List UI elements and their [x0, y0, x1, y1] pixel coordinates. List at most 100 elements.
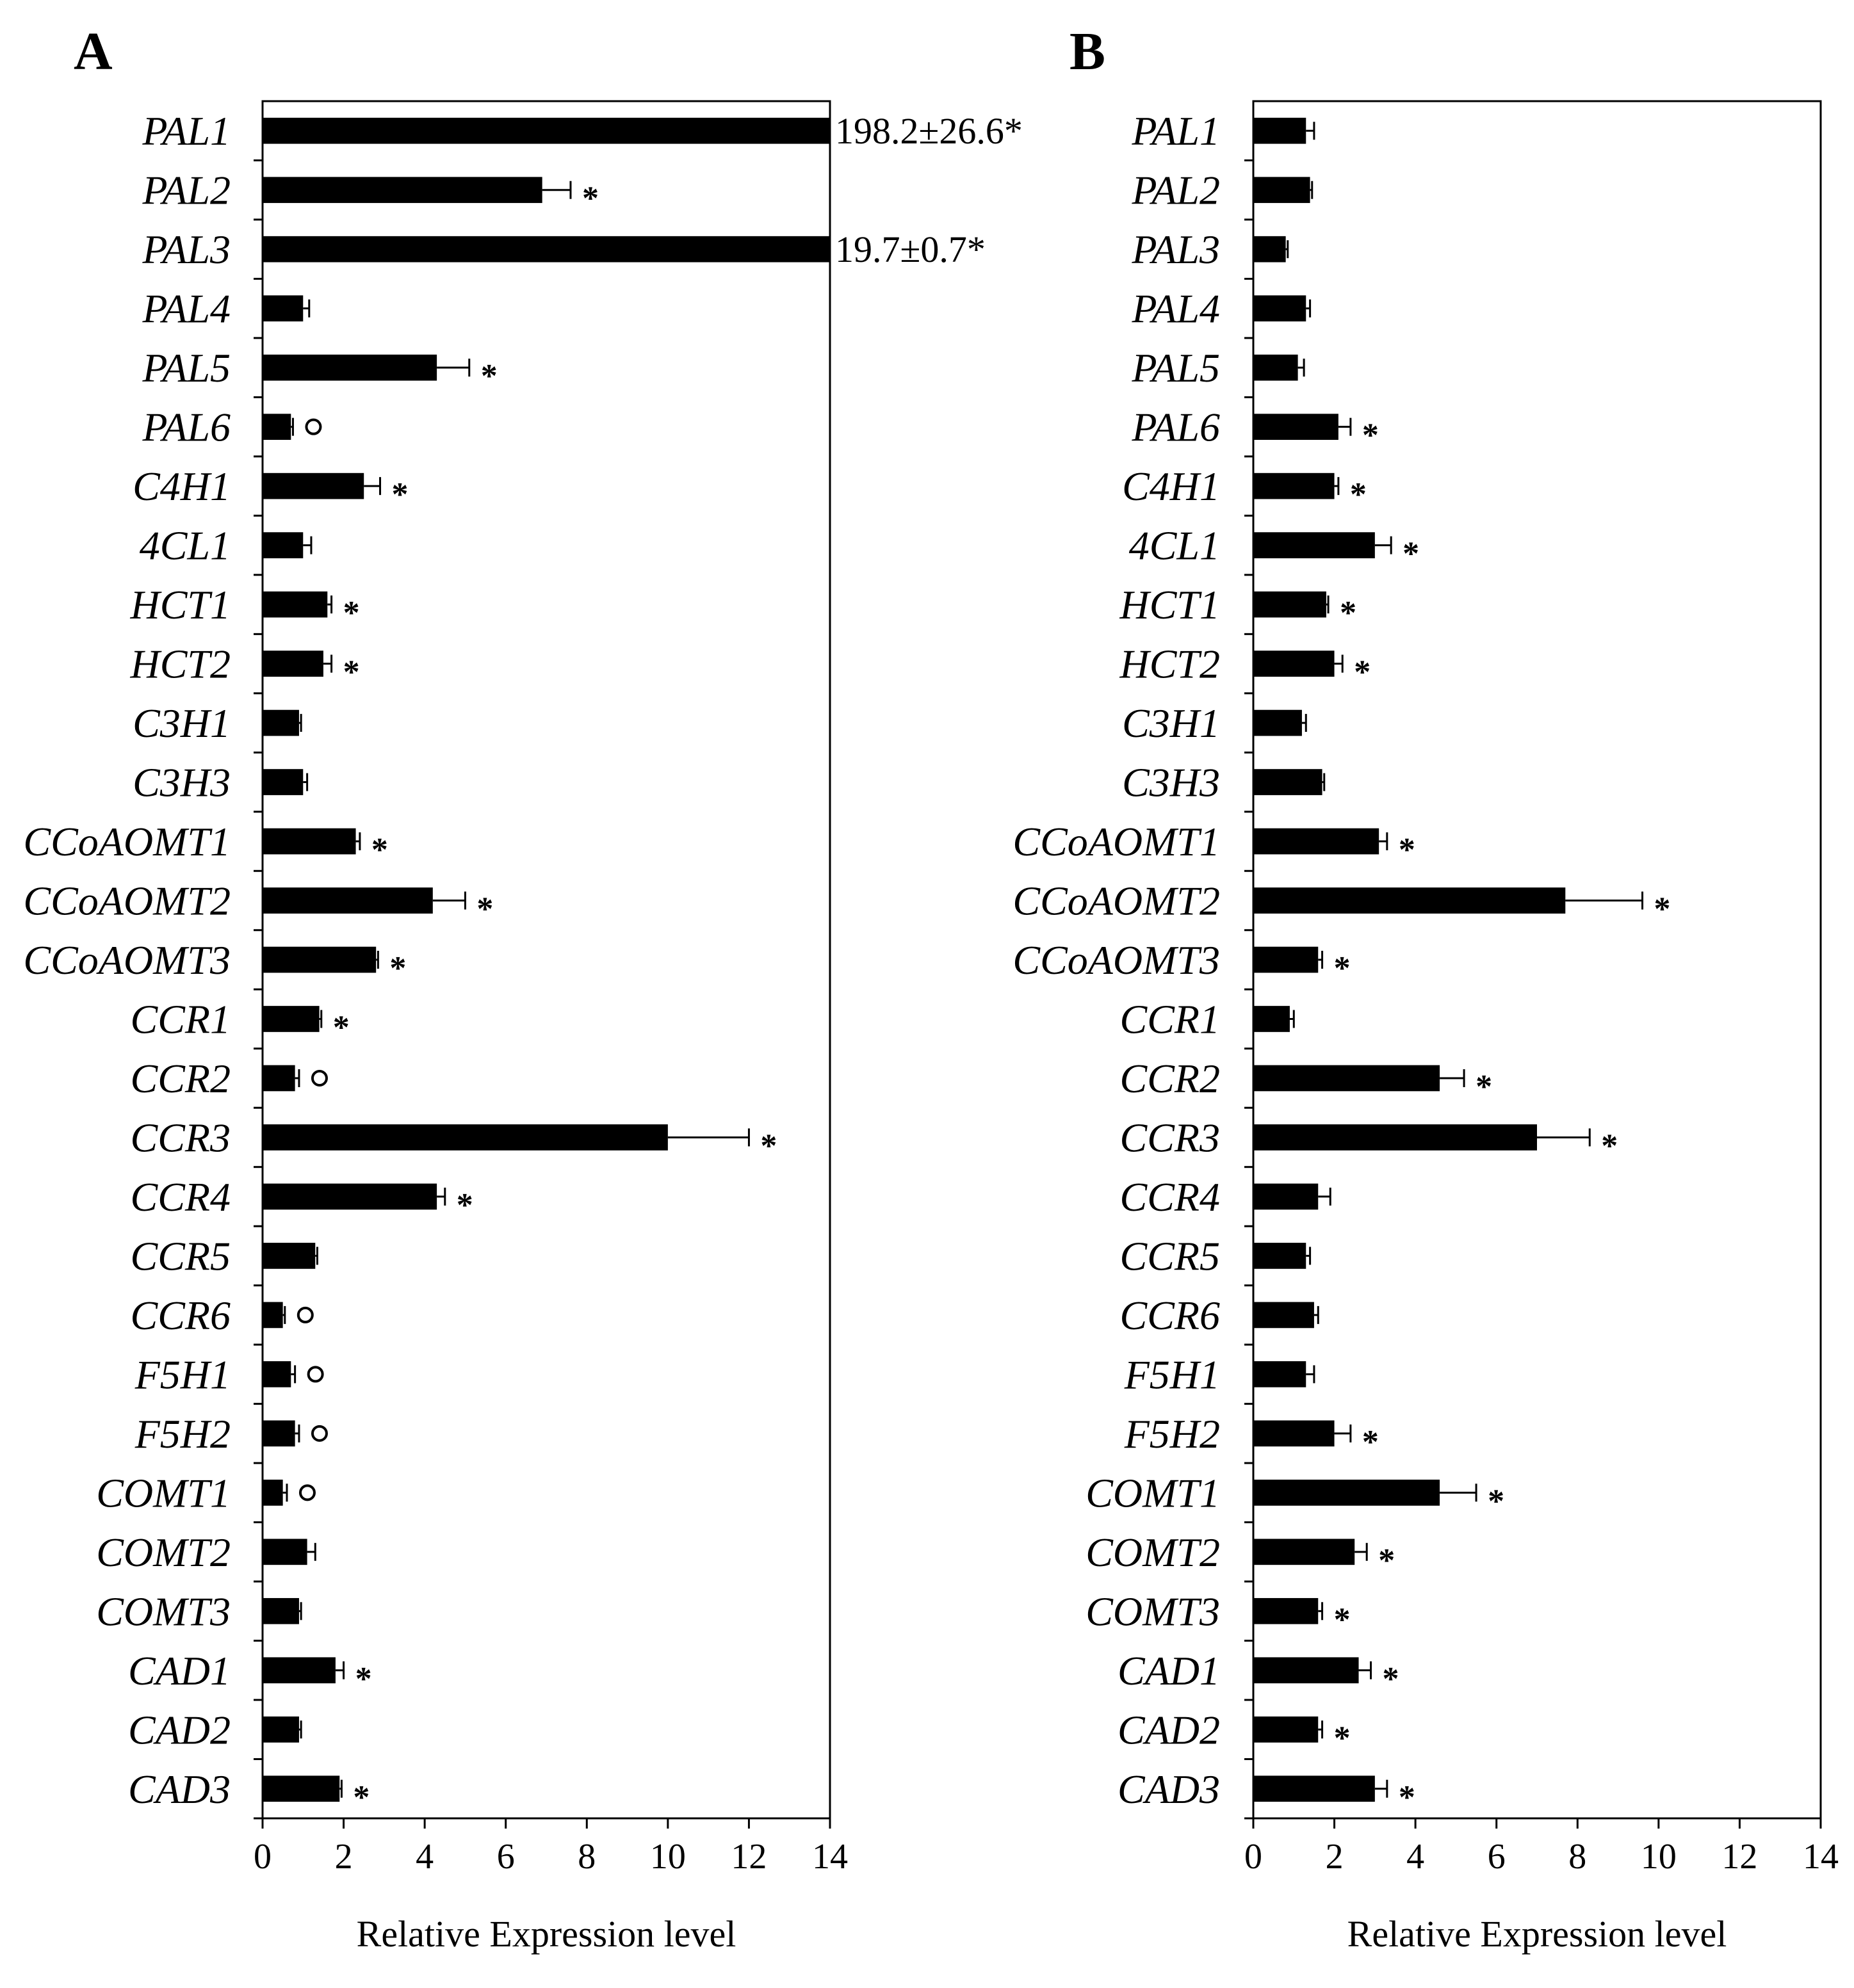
significance-marker: * [355, 1661, 372, 1697]
gene-label: HCT2 [130, 642, 231, 687]
bar [1253, 946, 1319, 973]
bar [1253, 1361, 1306, 1387]
bar [263, 769, 304, 795]
bar [263, 532, 304, 558]
gene-label: CAD3 [128, 1766, 231, 1812]
not-significant-marker [311, 1425, 328, 1442]
gene-label: HCT2 [1119, 642, 1221, 687]
x-tick-label: 14 [1803, 1837, 1839, 1877]
significance-marker: * [1350, 476, 1367, 513]
gene-label: PAL4 [142, 286, 231, 332]
gene-label: CCR4 [1120, 1174, 1220, 1220]
gene-label: COMT1 [1086, 1470, 1220, 1515]
value-label: 198.2±26.6* [835, 110, 1023, 152]
gene-label: CCR6 [131, 1293, 231, 1338]
bar [1253, 1065, 1440, 1092]
significance-marker: * [1399, 1779, 1415, 1816]
bar [1253, 1657, 1359, 1684]
gene-label: CCR5 [131, 1233, 231, 1279]
bar [263, 1065, 295, 1092]
gene-label: C4H1 [1122, 464, 1220, 509]
significance-marker: * [1399, 832, 1415, 868]
gene-label: PAL6 [1131, 405, 1220, 450]
bar [263, 473, 364, 499]
bar [1253, 651, 1335, 677]
bar [1253, 591, 1326, 618]
gene-label: 4CL1 [1129, 523, 1220, 569]
bar [1253, 117, 1306, 144]
bar [263, 177, 542, 204]
bar [263, 1420, 295, 1447]
bar [1253, 1479, 1440, 1506]
bar [263, 1361, 291, 1387]
significance-marker: * [1403, 536, 1419, 572]
significance-marker: * [1488, 1483, 1504, 1519]
bar [1253, 1597, 1319, 1624]
bar [263, 1657, 336, 1684]
significance-marker: * [1476, 1069, 1492, 1105]
x-tick-label: 2 [1326, 1837, 1344, 1877]
gene-label: F5H1 [1124, 1352, 1220, 1397]
significance-marker: * [343, 654, 360, 691]
gene-label: PAL2 [142, 168, 231, 213]
significance-marker: * [392, 476, 409, 513]
gene-label: CAD2 [128, 1707, 231, 1752]
bar [263, 414, 291, 440]
gene-label: C3H1 [133, 700, 231, 746]
gene-label: 4CL1 [140, 523, 231, 569]
gene-label: CCR6 [1120, 1293, 1220, 1338]
bar [1253, 414, 1338, 440]
gene-label: COMT3 [1086, 1588, 1220, 1634]
x-tick-label: 4 [416, 1837, 434, 1877]
x-tick-label: 8 [1568, 1837, 1586, 1877]
significance-marker: * [1334, 1720, 1351, 1756]
significance-marker: * [371, 832, 388, 868]
bar [1253, 1183, 1319, 1210]
bar [263, 709, 299, 736]
value-label: 19.7±0.7* [835, 229, 986, 270]
significance-marker: * [353, 1779, 370, 1816]
gene-label: COMT2 [1086, 1530, 1220, 1575]
x-tick-label: 10 [1641, 1837, 1677, 1877]
bar [263, 1124, 668, 1151]
bar [1253, 887, 1566, 914]
bar [263, 946, 377, 973]
significance-marker: * [1354, 654, 1370, 691]
gene-label: CCR3 [1120, 1115, 1220, 1160]
gene-label: PAL6 [142, 405, 231, 450]
bar [1253, 828, 1379, 855]
bar [263, 1775, 340, 1802]
bar [263, 295, 304, 322]
bar [263, 1539, 307, 1565]
bar [263, 117, 830, 144]
bar [1253, 473, 1335, 499]
significance-marker: * [1340, 595, 1356, 631]
significance-marker: * [333, 1009, 350, 1046]
gene-label: COMT1 [96, 1470, 231, 1515]
gene-label: C3H3 [1122, 760, 1220, 805]
significance-marker: * [343, 595, 360, 631]
bar [263, 1716, 299, 1743]
gene-label: CCR2 [1120, 1056, 1220, 1101]
bar [263, 1302, 283, 1329]
bar [1253, 1420, 1335, 1447]
gene-label: CCR1 [131, 996, 231, 1042]
bar [263, 828, 356, 855]
significance-marker: * [457, 1187, 473, 1224]
gene-label: C3H1 [1122, 700, 1220, 746]
bar [1253, 1539, 1355, 1565]
not-significant-marker [307, 1366, 324, 1383]
not-significant-marker [298, 1484, 316, 1501]
panel-b: B 0 2 4 6 8 10 12 14 Relative Expression level PAL… [1012, 22, 1839, 1955]
gene-label: CCoAOMT3 [23, 937, 231, 983]
bar [263, 1006, 320, 1032]
x-tick-label: 6 [497, 1837, 515, 1877]
gene-label: CAD2 [1118, 1707, 1220, 1752]
gene-label: CCoAOMT2 [23, 878, 231, 924]
gene-label: HCT1 [130, 582, 231, 627]
x-tick-label: 0 [1244, 1837, 1262, 1877]
x-tick-label: 12 [1721, 1837, 1757, 1877]
gene-label: F5H1 [134, 1352, 231, 1397]
gene-label: C3H3 [133, 760, 231, 805]
